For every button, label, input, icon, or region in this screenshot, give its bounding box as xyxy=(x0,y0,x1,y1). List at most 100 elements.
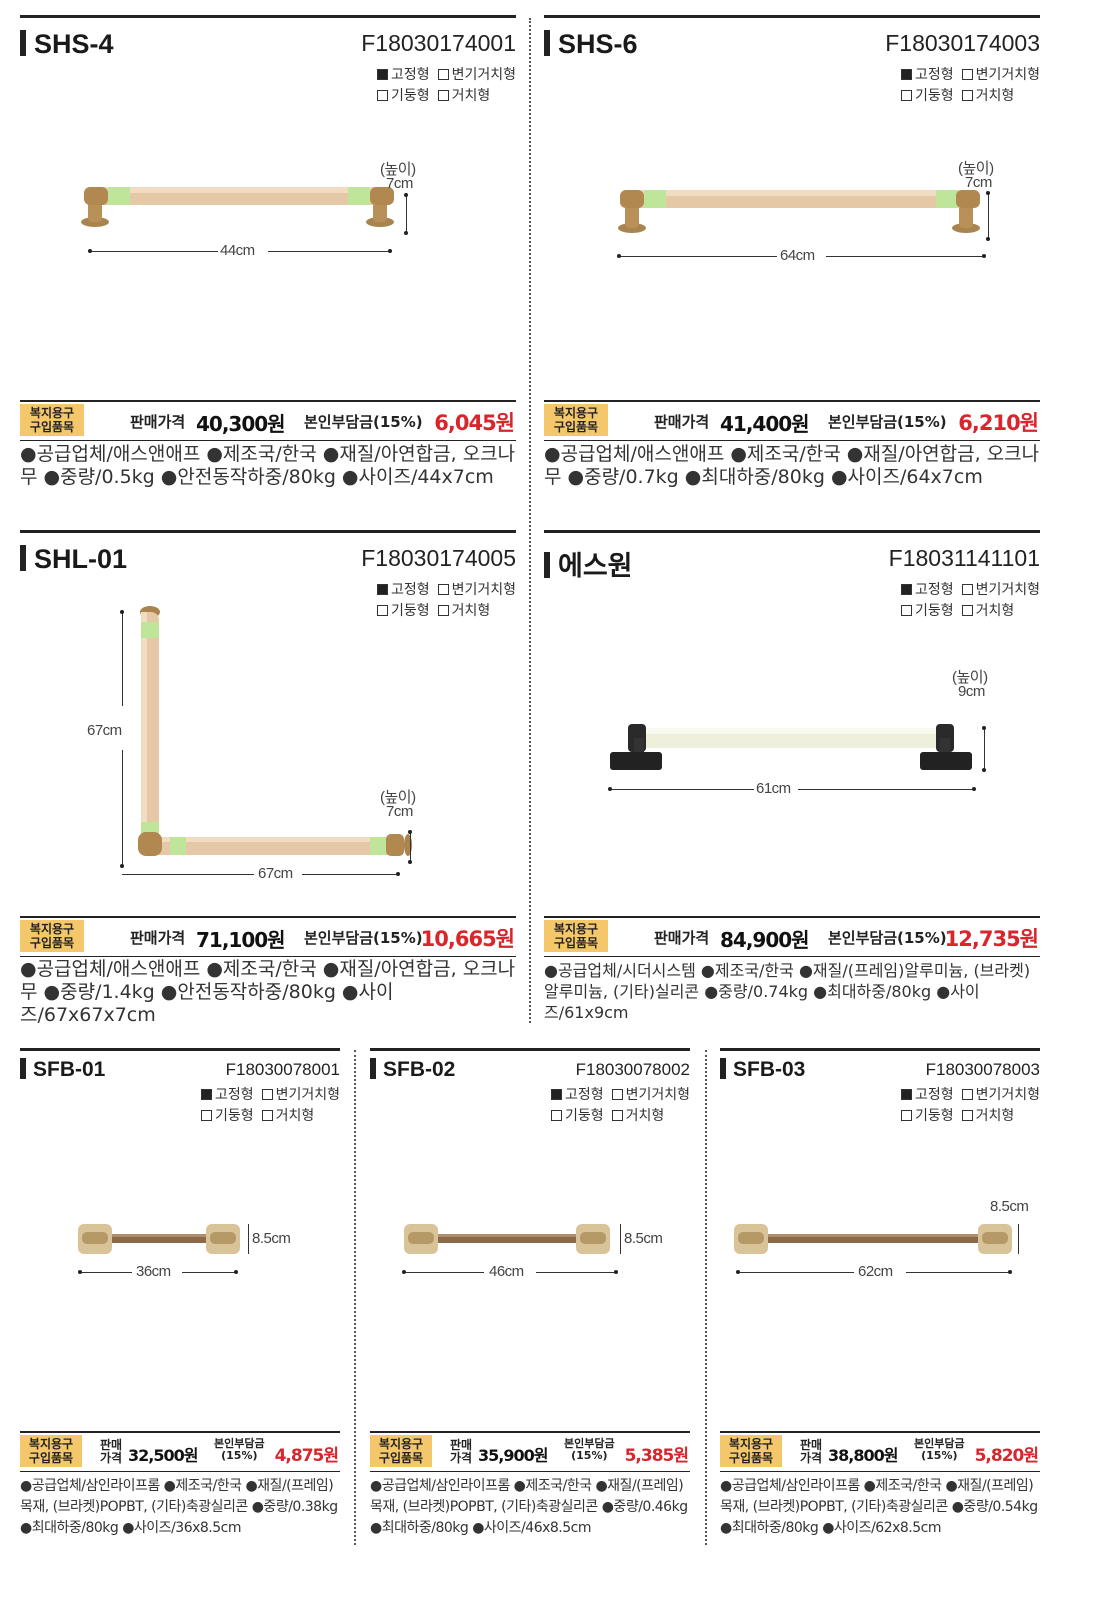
empty-box-icon xyxy=(376,605,388,616)
card-top-rule xyxy=(20,15,516,18)
width-dimension-line xyxy=(182,1272,236,1273)
checked-box-icon xyxy=(900,69,912,80)
width-dimension-line xyxy=(268,251,390,252)
price-label: 판매가격 xyxy=(654,929,710,947)
product-code: F18030174005 xyxy=(361,545,516,571)
type-option-toilet: 변기거치형 xyxy=(961,1085,1040,1106)
price-value: 84,900원 xyxy=(720,928,810,952)
product-figure: (높이) 7cm 64cm xyxy=(544,135,1040,285)
price-bar: 복지용구 구입품목 판매 가격 38,800원 본인부담금 (15%) 5,82… xyxy=(720,1431,1040,1472)
price-value: 41,400원 xyxy=(720,412,810,436)
product-figure: 8.5cm 36cm xyxy=(20,1208,340,1308)
card-top-rule xyxy=(370,1048,690,1051)
product-card: SHL-01 F18030174005 고정형 변기거치형 기둥형 거치형 67… xyxy=(20,530,516,1030)
empty-box-icon xyxy=(611,1089,623,1100)
type-option-pillar: 기둥형 xyxy=(376,601,430,622)
type-option-pillar: 기둥형 xyxy=(900,601,954,622)
checked-box-icon xyxy=(900,584,912,595)
dimension-end-dot xyxy=(78,1270,82,1274)
type-option-pillar: 기둥형 xyxy=(900,1106,954,1127)
height-label: (높이) xyxy=(380,789,416,806)
grab-bar-l-shaped-image xyxy=(138,606,412,856)
height-dimension-line xyxy=(988,193,989,239)
card-top-rule xyxy=(20,530,516,533)
vertical-value: 67cm xyxy=(87,722,122,739)
product-figure: (높이) 9cm 61cm xyxy=(544,669,1040,830)
product-figure: 8.5cm 46cm xyxy=(370,1208,690,1308)
price-value: 38,800원 xyxy=(828,1446,898,1465)
burden-value: 4,875원 xyxy=(274,1446,339,1466)
product-name: SHS-6 xyxy=(544,29,638,60)
type-option-toilet: 변기거치형 xyxy=(961,580,1040,601)
column-separator xyxy=(705,1050,707,1545)
width-dimension-line xyxy=(798,789,974,790)
burden-label: 본인부담금(15%) xyxy=(304,413,423,431)
product-card: SFB-03 F18030078003 고정형 변기거치형 기둥형 거치형 8.… xyxy=(720,1048,1040,1548)
height-value: 7cm xyxy=(386,803,413,820)
empty-box-icon xyxy=(261,1089,273,1100)
empty-box-icon xyxy=(437,605,449,616)
type-checklist: 고정형 변기거치형 기둥형 거치형 xyxy=(550,1085,690,1127)
product-code: F18030174003 xyxy=(885,30,1040,56)
type-option-fixed: 고정형 xyxy=(550,1085,604,1106)
type-option-stand: 거치형 xyxy=(961,601,1040,622)
type-checklist: 고정형 변기거치형 기둥형 거치형 xyxy=(900,580,1040,622)
type-option-toilet: 변기거치형 xyxy=(437,580,516,601)
burden-label: 본인부담금 (15%) xyxy=(214,1437,265,1462)
dimension-end-dot xyxy=(388,249,392,253)
product-figure: (높이) 7cm 44cm xyxy=(20,135,516,285)
spec-text: ●공급업체/애스앤애프 ●제조국/한국 ●재질/아연합금, 오크나무 ●중량/0… xyxy=(20,443,516,488)
empty-box-icon xyxy=(961,1089,973,1100)
type-option-fixed: 고정형 xyxy=(900,1085,954,1106)
type-checklist: 고정형 변기거치형 기둥형 거치형 xyxy=(200,1085,340,1127)
dimension-end-dot xyxy=(986,237,990,241)
checked-box-icon xyxy=(900,1089,912,1100)
dimension-end-dot xyxy=(88,249,92,253)
grab-bar-straight-image xyxy=(618,190,980,233)
product-figure: 8.5cm 62cm xyxy=(720,1198,1040,1308)
height-label: (높이) xyxy=(380,161,416,178)
width-value: 62cm xyxy=(858,1263,893,1280)
type-option-fixed: 고정형 xyxy=(900,65,954,86)
price-bar: 복지용구 구입품목 판매가격 84,900원 본인부담금(15%) 12,735… xyxy=(544,916,1040,957)
dimension-end-dot xyxy=(408,860,412,864)
empty-box-icon xyxy=(550,1110,562,1121)
product-card: 에스원 F18031141101 고정형 변기거치형 기둥형 거치형 (높이) … xyxy=(544,530,1040,1030)
width-dimension-line xyxy=(302,874,398,875)
welfare-tag: 복지용구 구입품목 xyxy=(720,1435,782,1467)
product-name: SFB-03 xyxy=(720,1058,805,1082)
width-dimension-line xyxy=(619,256,777,257)
spec-text: ●공급업체/삼인라이프롬 ●제조국/한국 ●재질/(프레임)목재, (브라켓)P… xyxy=(720,1478,1038,1536)
price-bar: 복지용구 구입품목 판매가격 40,300원 본인부담금(15%) 6,045원 xyxy=(20,400,516,441)
empty-box-icon xyxy=(437,69,449,80)
width-dimension-line xyxy=(90,251,218,252)
type-option-pillar: 기둥형 xyxy=(376,86,430,107)
dimension-end-dot xyxy=(404,193,408,197)
empty-box-icon xyxy=(261,1110,273,1121)
width-dimension-line xyxy=(738,1272,854,1273)
dimension-end-dot xyxy=(617,254,621,258)
type-option-toilet: 변기거치형 xyxy=(261,1085,340,1106)
width-dimension-line xyxy=(826,256,984,257)
type-option-pillar: 기둥형 xyxy=(550,1106,604,1127)
type-option-stand: 거치형 xyxy=(261,1106,340,1127)
empty-box-icon xyxy=(900,605,912,616)
product-code: F18031141101 xyxy=(888,545,1040,571)
height-dimension-line xyxy=(406,195,407,233)
vertical-dimension-line xyxy=(122,612,123,706)
dimension-end-dot xyxy=(234,1270,238,1274)
price-bar: 복지용구 구입품목 판매 가격 35,900원 본인부담금 (15%) 5,38… xyxy=(370,1431,690,1472)
height-value: 8.5cm xyxy=(252,1230,291,1247)
card-top-rule xyxy=(544,15,1040,18)
grab-bar-straight-image xyxy=(81,187,394,227)
height-dimension-line xyxy=(410,832,411,862)
dimension-end-dot xyxy=(1008,1270,1012,1274)
dimension-end-dot xyxy=(402,1270,406,1274)
type-option-fixed: 고정형 xyxy=(376,580,430,601)
welfare-tag: 복지용구 구입품목 xyxy=(370,1435,432,1467)
height-dimension-line xyxy=(984,728,985,770)
height-value: 8.5cm xyxy=(990,1198,1029,1215)
empty-box-icon xyxy=(961,69,973,80)
height-value: 7cm xyxy=(386,175,413,192)
checked-box-icon xyxy=(376,69,388,80)
